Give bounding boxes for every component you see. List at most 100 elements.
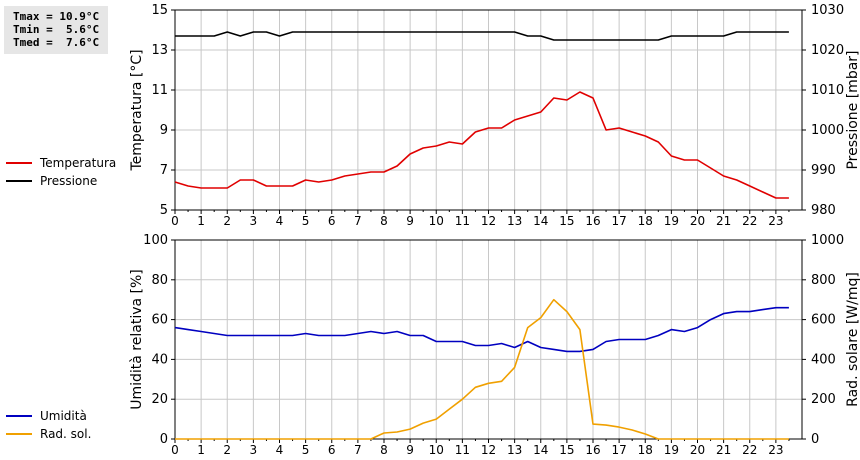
- chart-1-x-tick-label: 13: [507, 214, 522, 228]
- chart-2-x-tick-label: 4: [276, 443, 284, 457]
- chart-2-y2-axis-label: Rad. solare [W/mq]: [845, 272, 860, 407]
- legend-bottom-chart: Umidità Rad. sol.: [6, 407, 91, 443]
- chart-1-x-tick-label: 9: [406, 214, 414, 228]
- chart-1-x-tick-label: 7: [354, 214, 362, 228]
- chart-2-x-tick-label: 13: [507, 443, 522, 457]
- chart-1-x-tick-label: 8: [380, 214, 388, 228]
- chart-1-y-tick-label: 7: [160, 163, 168, 178]
- chart-1-x-tick-label: 1: [197, 214, 205, 228]
- chart-2-x-tick-label: 8: [380, 443, 388, 457]
- chart-2-x-tick-label: 9: [406, 443, 414, 457]
- chart-1-y2-tick-label: 1010: [811, 83, 844, 98]
- stat-tmed: Tmed = 7.6°C: [13, 36, 100, 49]
- legend-item-humidity: Umidità: [6, 407, 91, 425]
- legend-swatch-temperature: [6, 162, 32, 164]
- chart-2-x-tick-label: 19: [664, 443, 679, 457]
- chart-1-y-tick-label: 9: [160, 123, 168, 138]
- legend-top-chart: Temperatura Pressione: [6, 154, 116, 190]
- chart-1-y2-tick-label: 1030: [811, 3, 844, 18]
- chart-1-x-tick-label: 22: [742, 214, 757, 228]
- chart-2-x-tick-label: 21: [716, 443, 731, 457]
- chart-1-x-tick-label: 20: [690, 214, 705, 228]
- chart-2-y-tick-label: 100: [143, 233, 168, 248]
- chart-2-x-tick-label: 3: [250, 443, 258, 457]
- chart-2-y-tick-label: 0: [160, 432, 168, 447]
- chart-2-x-tick-label: 14: [533, 443, 548, 457]
- chart-2-y-tick-label: 60: [151, 313, 168, 328]
- chart-2-x-tick-label: 17: [611, 443, 626, 457]
- stat-tmin: Tmin = 5.6°C: [13, 23, 100, 36]
- chart-2-x-tick-label: 16: [585, 443, 600, 457]
- chart-2-y2-tick-label: 200: [811, 392, 836, 407]
- stat-tmax: Tmax = 10.9°C: [13, 10, 100, 23]
- chart-1-x-tick-label: 14: [533, 214, 548, 228]
- legend-swatch-humidity: [6, 415, 32, 417]
- legend-swatch-radiation: [6, 433, 32, 435]
- stats-summary-box: Tmax = 10.9°C Tmin = 5.6°C Tmed = 7.6°C: [4, 6, 108, 54]
- chart-2-x-tick-label: 0: [171, 443, 179, 457]
- chart-1-x-tick-label: 2: [223, 214, 231, 228]
- chart-2-x-tick-label: 18: [638, 443, 653, 457]
- chart-2-x-tick-label: 6: [328, 443, 336, 457]
- chart-2-y2-tick-label: 0: [811, 432, 819, 447]
- chart-1-x-tick-label: 6: [328, 214, 336, 228]
- chart-1-x-tick-label: 3: [250, 214, 258, 228]
- chart-2-y-tick-label: 40: [151, 352, 168, 367]
- chart-2-series-radiation-line: [175, 298, 789, 440]
- chart-2-y-tick-label: 20: [151, 392, 168, 407]
- legend-item-radiation: Rad. sol.: [6, 425, 91, 443]
- chart-2-x-tick-label: 22: [742, 443, 757, 457]
- chart-2-x-tick-label: 11: [455, 443, 470, 457]
- chart-1-x-tick-label: 19: [664, 214, 679, 228]
- chart-2-x-tick-label: 7: [354, 443, 362, 457]
- legend-label-radiation: Rad. sol.: [40, 427, 92, 441]
- chart-1-y-tick-label: 11: [151, 83, 168, 98]
- chart-1-x-tick-label: 0: [171, 214, 179, 228]
- chart-2-x-tick-label: 10: [429, 443, 444, 457]
- legend-item-temperature: Temperatura: [6, 154, 116, 172]
- chart-1-y2-tick-label: 1000: [811, 123, 844, 138]
- chart-1-x-tick-label: 17: [611, 214, 626, 228]
- chart-2-y2-tick-label: 600: [811, 313, 836, 328]
- chart-2-y-tick-label: 80: [151, 273, 168, 288]
- chart-2-y-axis-label: Umidità relativa [%]: [129, 269, 145, 410]
- chart-1-y-tick-label: 5: [160, 203, 168, 218]
- legend-swatch-pressure: [6, 180, 32, 182]
- chart-1-x-tick-label: 12: [481, 214, 496, 228]
- chart-2-plot-frame: [174, 239, 803, 440]
- chart-2-x-tick-label: 20: [690, 443, 705, 457]
- chart-1-y-tick-label: 13: [151, 43, 168, 58]
- chart-1-x-tick-label: 5: [302, 214, 310, 228]
- chart-2-x-tick-label: 23: [768, 443, 783, 457]
- chart-1-y-tick-label: 15: [151, 3, 168, 18]
- chart-1-x-tick-label: 10: [429, 214, 444, 228]
- chart-1-x-tick-label: 15: [559, 214, 574, 228]
- chart-2-y2-tick-label: 1000: [811, 233, 844, 248]
- chart-1-y2-tick-label: 1020: [811, 43, 844, 58]
- chart-1-y2-tick-label: 990: [811, 163, 836, 178]
- legend-label-humidity: Umidità: [40, 409, 87, 423]
- chart-1-x-tick-label: 21: [716, 214, 731, 228]
- legend-label-pressure: Pressione: [40, 174, 98, 188]
- chart-2-x-tick-label: 5: [302, 443, 310, 457]
- chart-1-y-axis-label: Temperatura [°C]: [129, 49, 145, 171]
- legend-item-pressure: Pressione: [6, 172, 116, 190]
- chart-2-y2-tick-label: 400: [811, 352, 836, 367]
- chart-1-x-tick-label: 4: [276, 214, 284, 228]
- chart-2-x-tick-label: 1: [197, 443, 205, 457]
- chart-1-series-temperature-line: [174, 91, 789, 199]
- chart-1-plot-frame: [174, 9, 803, 211]
- legend-label-temperature: Temperatura: [40, 156, 117, 170]
- chart-2-x-tick-label: 2: [223, 443, 231, 457]
- chart-2-x-tick-label: 12: [481, 443, 496, 457]
- chart-1-y2-tick-label: 980: [811, 203, 836, 218]
- chart-1-series-pressure-line: [175, 31, 789, 41]
- chart-1-x-tick-label: 11: [455, 214, 470, 228]
- chart-1-x-tick-label: 18: [638, 214, 653, 228]
- chart-1-x-tick-label: 16: [585, 214, 600, 228]
- chart-2-y2-tick-label: 800: [811, 273, 836, 288]
- chart-1-x-tick-label: 23: [768, 214, 783, 228]
- chart-2-x-tick-label: 15: [559, 443, 574, 457]
- chart-2-series-humidity-line: [174, 306, 789, 353]
